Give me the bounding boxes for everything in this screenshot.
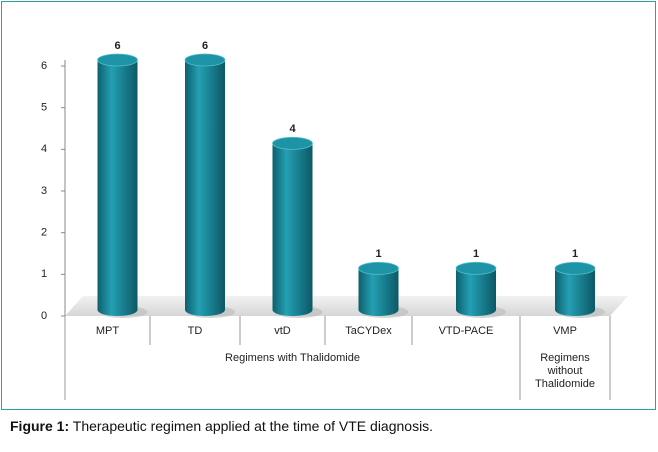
group-label: Regimens without Thalidomide bbox=[535, 352, 595, 390]
data-label: 6 bbox=[114, 40, 120, 52]
y-tick-label: 1 bbox=[41, 268, 47, 280]
y-tick-label: 4 bbox=[41, 143, 47, 155]
y-tick-label: 5 bbox=[41, 102, 47, 114]
bar bbox=[97, 60, 138, 316]
data-label: 1 bbox=[473, 248, 479, 260]
bar-cap bbox=[554, 261, 596, 275]
caption-text: Therapeutic regimen applied at the time … bbox=[72, 418, 434, 434]
bar-cap bbox=[184, 53, 226, 67]
x-tick-label: VTD-PACE bbox=[439, 325, 494, 337]
y-tick-label: 0 bbox=[41, 310, 47, 322]
group-label: Regimens with Thalidomide bbox=[225, 352, 360, 364]
caption: Figure 1: Therapeutic regimen applied at… bbox=[10, 418, 433, 434]
x-tick-label: MPT bbox=[96, 325, 120, 337]
data-label: 6 bbox=[202, 40, 208, 52]
y-tick-label: 2 bbox=[41, 227, 47, 239]
bar bbox=[456, 268, 497, 316]
y-tick-label: 3 bbox=[41, 185, 47, 197]
frame bbox=[1, 1, 656, 410]
x-tick-label: TD bbox=[188, 325, 203, 337]
data-label: 1 bbox=[572, 248, 578, 260]
bar-cap bbox=[97, 53, 138, 67]
bar-cap bbox=[272, 136, 313, 150]
data-label: 4 bbox=[289, 123, 296, 135]
caption-label: Figure 1: bbox=[10, 418, 70, 434]
bar bbox=[272, 143, 313, 316]
data-label: 1 bbox=[375, 248, 381, 260]
bar-cap bbox=[455, 261, 497, 275]
x-tick-label: TaCYDex bbox=[345, 325, 392, 337]
floor bbox=[65, 296, 628, 316]
x-tick-label: vtD bbox=[274, 325, 291, 337]
bar bbox=[185, 60, 225, 316]
chart: 0 1 2 3 4 5 6 MPT 6 TD 6 vtD 4 TaCYDex 1 VTD-PACE 1 VMP 1 R… bbox=[1, 1, 656, 410]
x-tick-label: VMP bbox=[553, 325, 577, 337]
y-tick-label: 6 bbox=[41, 60, 47, 72]
bar bbox=[358, 268, 399, 316]
bar bbox=[555, 268, 595, 316]
bar-cap bbox=[358, 261, 399, 275]
